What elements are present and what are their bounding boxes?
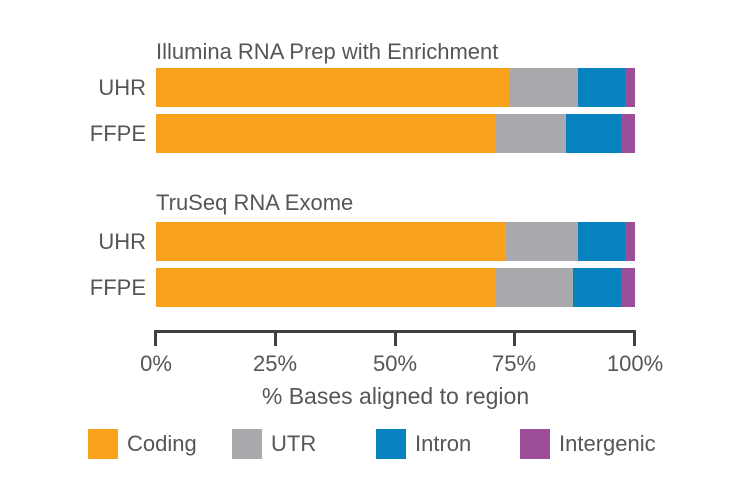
- legend: Coding UTR Intron Intergenic: [88, 429, 656, 459]
- legend-label-coding: Coding: [127, 431, 197, 456]
- bar-illumina-ffpe: [156, 114, 635, 153]
- x-axis-tick-25: [274, 330, 277, 346]
- x-axis-tick-50: [394, 330, 397, 346]
- row-label-truseq-uhr: UHR: [98, 229, 146, 254]
- legend-label-utr: UTR: [271, 431, 317, 456]
- coding-swatch-icon: [88, 429, 118, 459]
- row-label-illumina-uhr: UHR: [98, 75, 146, 100]
- bar-segment-utr: [496, 114, 566, 153]
- legend-label-intron: Intron: [415, 431, 472, 456]
- x-tick-label-100: 100%: [606, 351, 664, 376]
- x-tick-label-25: 25%: [252, 351, 298, 376]
- legend-item-utr: UTR: [232, 429, 376, 459]
- bar-segment-intron: [577, 68, 626, 107]
- bar-segment-intergenic: [625, 222, 635, 261]
- legend-label-intergenic: Intergenic: [559, 431, 656, 456]
- group-title-truseq-rna-exome: TruSeq RNA Exome: [156, 190, 354, 215]
- bar-truseq-ffpe: [156, 268, 635, 307]
- x-axis-tick-100: [633, 330, 636, 346]
- legend-item-intron: Intron: [376, 429, 520, 459]
- utr-swatch-icon: [232, 429, 262, 459]
- bar-segment-coding: [156, 222, 506, 261]
- bar-segment-intron: [565, 114, 621, 153]
- bar-segment-intergenic: [620, 114, 635, 153]
- bar-segment-coding: [156, 114, 497, 153]
- bar-segment-utr: [505, 222, 578, 261]
- bar-truseq-uhr: [156, 222, 635, 261]
- bar-segment-intergenic: [625, 68, 635, 107]
- bar-segment-coding: [156, 68, 511, 107]
- bar-illumina-uhr: [156, 68, 635, 107]
- bar-segment-utr: [510, 68, 578, 107]
- x-tick-label-75: 75%: [491, 351, 537, 376]
- x-axis-title: % Bases aligned to region: [261, 383, 530, 409]
- x-axis-tick-0: [154, 330, 157, 346]
- bar-segment-intron: [577, 222, 626, 261]
- bar-segment-intergenic: [620, 268, 635, 307]
- x-axis-tick-75: [513, 330, 516, 346]
- legend-item-coding: Coding: [88, 429, 232, 459]
- intergenic-swatch-icon: [520, 429, 550, 459]
- row-label-illumina-ffpe: FFPE: [89, 121, 146, 146]
- bar-segment-coding: [156, 268, 497, 307]
- row-label-truseq-ffpe: FFPE: [89, 275, 146, 300]
- intron-swatch-icon: [376, 429, 406, 459]
- bar-segment-intron: [572, 268, 621, 307]
- bar-segment-utr: [496, 268, 573, 307]
- x-tick-label-50: 50%: [372, 351, 418, 376]
- group-title-illumina-rna-prep: Illumina RNA Prep with Enrichment: [156, 39, 499, 64]
- legend-item-intergenic: Intergenic: [520, 429, 656, 459]
- x-tick-label-0: 0%: [140, 351, 172, 376]
